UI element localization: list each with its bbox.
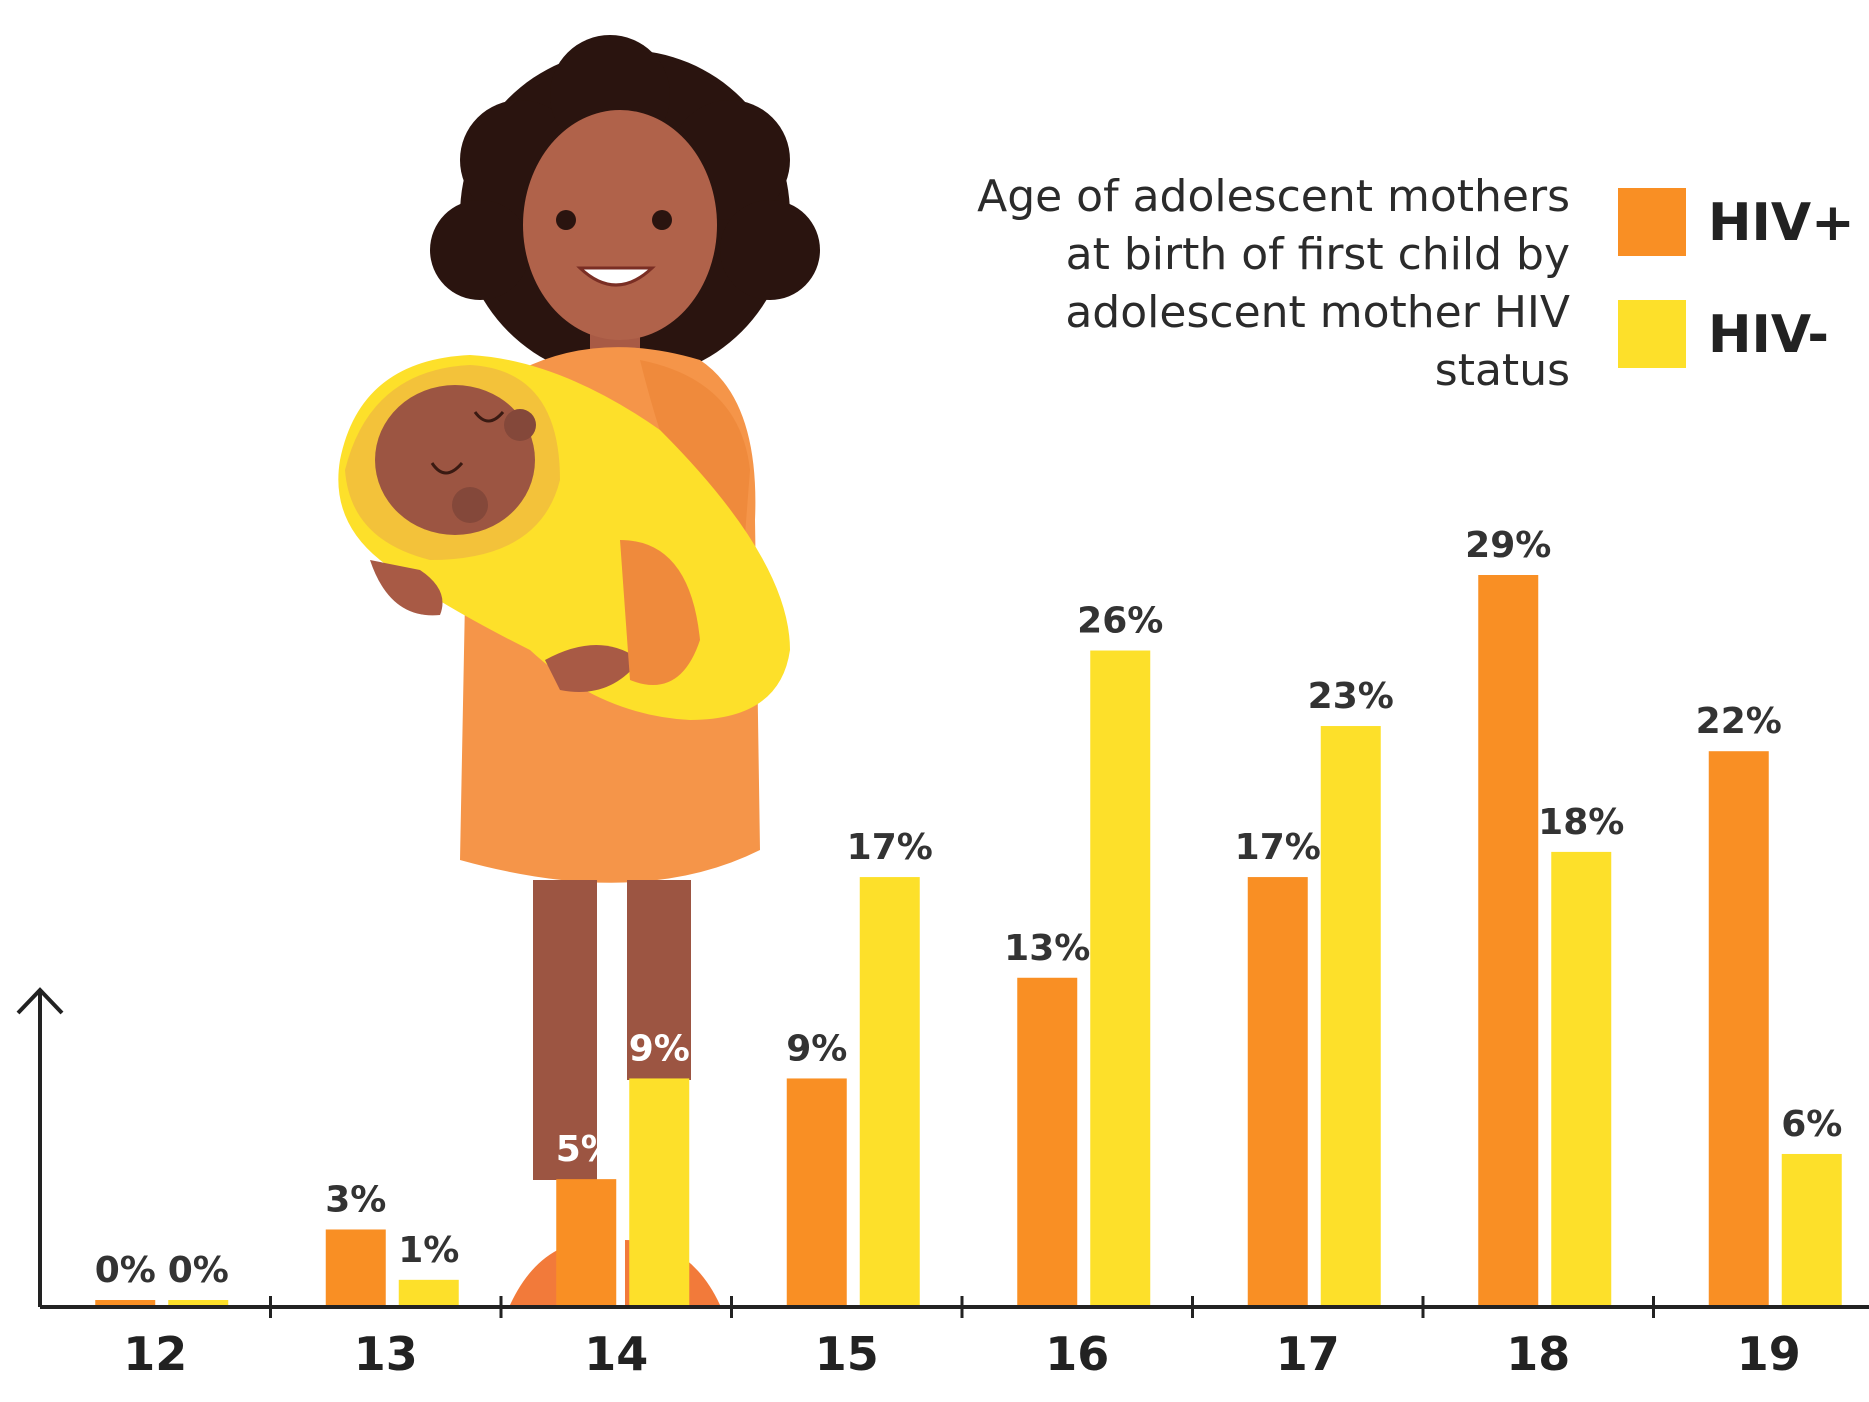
data-label-hiv-positive-16: 13% <box>1004 928 1090 969</box>
y-axis-arrow-icon <box>16 987 64 1015</box>
data-label-hiv-positive-18: 29% <box>1465 525 1551 566</box>
legend-swatch-hiv-negative <box>1618 300 1686 368</box>
data-label-hiv-positive-12: 0% <box>95 1250 156 1291</box>
x-tick-label-12: 12 <box>123 1327 187 1381</box>
bar-hiv-positive-12 <box>95 1300 156 1305</box>
bar-hiv-positive-16 <box>1017 977 1078 1305</box>
bar-hiv-negative-12 <box>168 1300 229 1305</box>
bar-hiv-positive-14 <box>556 1179 617 1305</box>
data-label-hiv-negative-17: 23% <box>1308 676 1394 717</box>
x-tick-label-19: 19 <box>1737 1327 1801 1381</box>
data-label-hiv-negative-18: 18% <box>1538 802 1624 843</box>
legend-title: Age of adolescent mothers at birth of fi… <box>977 171 1570 396</box>
legend-label-hiv-negative: HIV- <box>1708 305 1829 365</box>
x-tick-label-15: 15 <box>815 1327 879 1381</box>
bar-hiv-positive-13 <box>325 1229 386 1305</box>
mother-with-baby-illustration <box>338 35 820 1305</box>
legend-label-hiv-positive: HIV+ <box>1708 193 1855 253</box>
bar-hiv-positive-17 <box>1247 877 1308 1305</box>
data-label-hiv-negative-19: 6% <box>1781 1104 1842 1145</box>
bar-hiv-positive-18 <box>1478 575 1539 1305</box>
bar-hiv-negative-15 <box>859 877 920 1305</box>
x-tick-label-16: 16 <box>1045 1327 1109 1381</box>
x-tick-label-13: 13 <box>354 1327 418 1381</box>
legend-swatch-hiv-positive <box>1618 188 1686 256</box>
data-label-hiv-positive-13: 3% <box>325 1179 386 1220</box>
data-label-hiv-negative-16: 26% <box>1077 601 1163 642</box>
bar-hiv-negative-13 <box>398 1279 459 1305</box>
legend-item-hiv-negative: HIV- <box>1618 300 1869 370</box>
bar-hiv-negative-18 <box>1551 851 1612 1305</box>
data-label-hiv-positive-15: 9% <box>786 1028 847 1069</box>
data-label-hiv-negative-15: 17% <box>847 827 933 868</box>
x-tick-label-18: 18 <box>1506 1327 1570 1381</box>
data-label-hiv-negative-13: 1% <box>398 1230 459 1271</box>
x-tick-label-17: 17 <box>1276 1327 1340 1381</box>
data-label-hiv-positive-14: 5% <box>556 1129 617 1170</box>
data-label-hiv-positive-19: 22% <box>1696 701 1782 742</box>
x-tick-label-14: 14 <box>584 1327 648 1381</box>
bar-hiv-negative-19 <box>1781 1153 1842 1305</box>
data-label-hiv-negative-14: 9% <box>629 1028 690 1069</box>
data-label-hiv-positive-17: 17% <box>1235 827 1321 868</box>
legend-item-hiv-positive: HIV+ <box>1618 188 1869 258</box>
bar-hiv-positive-19 <box>1708 751 1769 1305</box>
bar-hiv-positive-15 <box>786 1078 847 1305</box>
bar-hiv-negative-14 <box>629 1078 690 1305</box>
data-label-hiv-negative-12: 0% <box>168 1250 229 1291</box>
bar-hiv-negative-16 <box>1090 650 1151 1305</box>
bar-hiv-negative-17 <box>1320 726 1381 1305</box>
